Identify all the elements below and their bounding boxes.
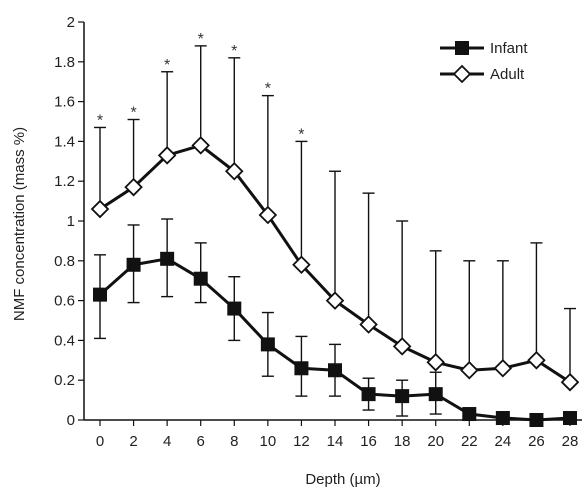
significance-annotations: * * * * * * * bbox=[97, 31, 305, 144]
x-tick-label: 28 bbox=[562, 433, 579, 450]
data-point-adult bbox=[225, 161, 244, 181]
significance-star: * bbox=[130, 105, 136, 122]
y-axis-ticks: 0 0.2 0.4 0.6 0.8 1 1.2 1.4 1.6 1.8 2 bbox=[54, 14, 84, 429]
significance-star: * bbox=[97, 112, 103, 129]
data-point-adult bbox=[527, 351, 546, 370]
y-tick-label: 1.8 bbox=[54, 54, 75, 71]
y-tick-label: 1.2 bbox=[54, 173, 75, 190]
data-point-adult bbox=[90, 199, 110, 219]
data-point-infant bbox=[428, 387, 443, 402]
data-point-infant bbox=[495, 411, 510, 426]
data-point-adult bbox=[157, 146, 177, 165]
data-point-adult bbox=[124, 177, 143, 197]
y-tick-label: 0.6 bbox=[54, 293, 75, 310]
x-tick-label: 0 bbox=[96, 433, 104, 450]
data-point-adult bbox=[258, 205, 278, 225]
series-markers bbox=[90, 136, 580, 427]
x-tick-label: 12 bbox=[293, 433, 310, 450]
data-point-infant bbox=[93, 287, 107, 302]
legend-marker-square-icon bbox=[455, 41, 469, 55]
data-point-adult bbox=[426, 353, 445, 372]
x-tick-label: 4 bbox=[163, 433, 171, 450]
y-tick-label: 0.4 bbox=[54, 332, 75, 349]
legend: Infant Adult bbox=[440, 40, 528, 84]
y-tick-label: 1.4 bbox=[54, 133, 75, 150]
significance-star: * bbox=[198, 31, 204, 48]
data-point-infant bbox=[160, 251, 175, 266]
data-point-infant bbox=[529, 413, 544, 427]
significance-star: * bbox=[164, 57, 170, 74]
data-point-infant bbox=[361, 387, 376, 402]
y-tick-label: 0 bbox=[67, 412, 75, 429]
y-tick-label: 1.6 bbox=[54, 94, 75, 111]
x-tick-label: 6 bbox=[197, 433, 205, 450]
y-tick-label: 2 bbox=[67, 14, 75, 31]
x-tick-label: 16 bbox=[360, 433, 377, 450]
y-axis-label: NMF concentration (mass %) bbox=[11, 127, 28, 321]
data-point-infant bbox=[260, 337, 275, 352]
data-point-infant bbox=[328, 363, 342, 378]
y-tick-label: 1 bbox=[67, 213, 75, 230]
significance-star: * bbox=[298, 126, 304, 143]
data-point-adult bbox=[493, 358, 513, 378]
legend-label: Infant bbox=[490, 40, 528, 57]
data-point-infant bbox=[193, 271, 208, 286]
data-point-infant bbox=[395, 389, 410, 404]
y-tick-label: 0.8 bbox=[54, 253, 75, 270]
data-point-infant bbox=[563, 411, 577, 426]
x-tick-label: 18 bbox=[394, 433, 411, 450]
data-point-infant bbox=[227, 301, 242, 316]
data-point-adult bbox=[292, 255, 311, 275]
data-point-adult bbox=[191, 136, 210, 155]
data-point-adult bbox=[359, 315, 378, 334]
x-tick-label: 14 bbox=[327, 433, 344, 450]
x-tick-label: 2 bbox=[129, 433, 137, 450]
x-tick-label: 22 bbox=[461, 433, 478, 450]
data-point-adult bbox=[560, 372, 580, 392]
y-tick-label: 0.2 bbox=[54, 372, 75, 389]
x-tick-label: 20 bbox=[427, 433, 444, 450]
data-point-adult bbox=[392, 337, 412, 356]
x-tick-label: 10 bbox=[260, 433, 277, 450]
significance-star: * bbox=[265, 81, 271, 98]
legend-marker-diamond-icon bbox=[452, 64, 472, 84]
x-axis-ticks: 0 2 4 6 8 10 12 14 16 18 20 22 24 26 28 bbox=[96, 420, 579, 450]
x-axis-label: Depth (µm) bbox=[305, 471, 380, 488]
data-point-adult bbox=[460, 360, 479, 380]
significance-star: * bbox=[231, 43, 237, 60]
legend-label: Adult bbox=[490, 66, 525, 83]
x-tick-label: 8 bbox=[230, 433, 238, 450]
data-point-adult bbox=[325, 291, 345, 310]
x-tick-label: 24 bbox=[495, 433, 512, 450]
data-point-infant bbox=[126, 257, 141, 272]
x-tick-label: 26 bbox=[528, 433, 545, 450]
data-point-infant bbox=[462, 407, 477, 422]
data-point-infant bbox=[294, 361, 309, 376]
